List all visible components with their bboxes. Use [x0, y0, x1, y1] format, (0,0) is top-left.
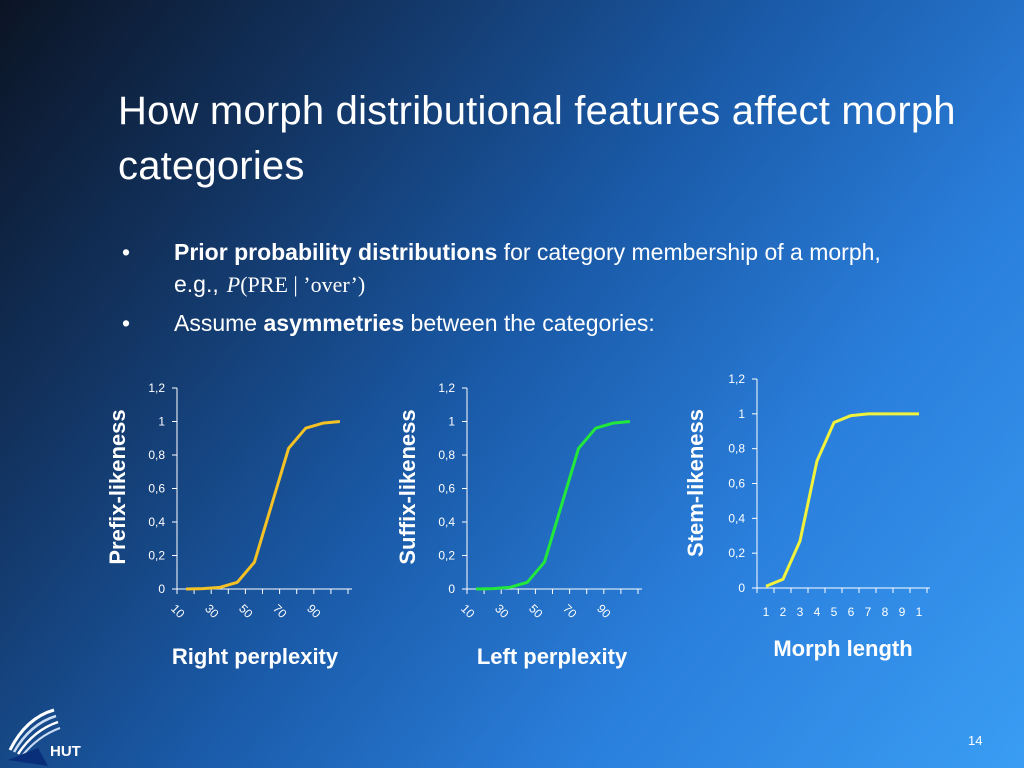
x-tick-label: 10 — [458, 601, 478, 621]
bullet-item-prior: • Prior probability distributions for cat… — [122, 236, 922, 301]
probability-formula: P(PRE | ’over’) — [227, 272, 365, 297]
y-tick-label: 0,4 — [728, 511, 745, 525]
y-tick-label: 1,2 — [148, 381, 165, 395]
x-tick-label: 7 — [865, 605, 872, 619]
bullet-mark: • — [122, 310, 131, 336]
bullet-bold-text: asymmetries — [263, 310, 405, 336]
bullet-list: • Prior probability distributions for cat… — [122, 236, 922, 345]
bullet-text: between the categories: — [404, 310, 655, 336]
y-tick-label: 0,8 — [148, 448, 165, 462]
y-tick-label: 0 — [738, 581, 745, 595]
y-tick-label: 0,2 — [728, 546, 745, 560]
y-tick-label: 1 — [738, 407, 745, 421]
series-line — [185, 420, 341, 591]
hut-logo-icon — [8, 708, 61, 766]
x-tick-label: 9 — [899, 605, 906, 619]
x-tick-label: 90 — [594, 601, 614, 621]
y-tick-label: 0 — [158, 582, 165, 596]
x-tick-label: 50 — [526, 601, 546, 621]
x-tick-label: 1 — [763, 605, 770, 619]
y-axis-title: Suffix-likeness — [395, 409, 420, 564]
x-tick-label: 5 — [831, 605, 838, 619]
formula-variable: P — [226, 272, 241, 297]
y-tick-label: 0,4 — [438, 515, 455, 529]
y-tick-label: 0,2 — [438, 549, 455, 563]
y-tick-label: 1 — [158, 415, 165, 429]
y-tick-label: 1,2 — [728, 372, 745, 386]
y-tick-label: 0,2 — [148, 549, 165, 563]
series-line — [765, 412, 919, 588]
bullet-prefix-text: Assume — [174, 310, 264, 336]
x-tick-label: 70 — [270, 601, 290, 621]
page-number: 14 — [968, 733, 983, 748]
y-axis-title: Prefix-likeness — [105, 409, 130, 564]
y-tick-label: 1 — [448, 415, 455, 429]
x-axis-title: Left perplexity — [477, 644, 628, 669]
y-tick-label: 0 — [448, 582, 455, 596]
bullet-mark: • — [122, 239, 131, 265]
line-chart-1: 0 0,2 0,4 0,6 0,8 1 1,2 10 30 50 70 90 Prefix-likene… — [105, 381, 352, 669]
x-tick-label: 10 — [168, 601, 188, 621]
x-tick-label: 4 — [814, 605, 821, 619]
x-tick-label: 1 — [916, 605, 923, 619]
y-tick-label: 0,6 — [438, 482, 455, 496]
x-tick-label: 90 — [304, 601, 324, 621]
y-tick-label: 0,8 — [728, 442, 745, 456]
x-tick-label: 8 — [882, 605, 889, 619]
x-tick-label: 30 — [202, 601, 222, 621]
x-tick-label: 2 — [780, 605, 787, 619]
y-axis-title: Stem-likeness — [683, 409, 708, 557]
series-line — [475, 420, 631, 591]
logo-text: HUT — [50, 743, 81, 760]
line-chart-3: 00,20,40,60,811,21 2 3 4 5 6 7 8 9 1Stem-likeness… — [683, 372, 930, 661]
bullet-bold-text: Prior probability distributions — [174, 239, 498, 265]
x-tick-label: 50 — [236, 601, 256, 621]
bullet-text: for category membership of a morph, e.g.… — [174, 239, 881, 297]
x-tick-label: 6 — [848, 605, 855, 619]
x-tick-label: 30 — [492, 601, 512, 621]
y-tick-label: 0,6 — [728, 477, 745, 491]
x-tick-label: 3 — [797, 605, 804, 619]
y-tick-label: 0,4 — [148, 515, 165, 529]
y-tick-label: 0,8 — [438, 448, 455, 462]
y-tick-label: 1,2 — [438, 381, 455, 395]
slide-title: How morph distributional features affect… — [118, 89, 956, 188]
formula-argument: (PRE | ’over’) — [240, 272, 366, 297]
y-tick-label: 0,6 — [148, 482, 165, 496]
x-tick-label: 70 — [560, 601, 580, 621]
x-axis-title: Morph length — [773, 636, 912, 661]
x-axis-title: Right perplexity — [172, 644, 339, 669]
line-chart-2: 0 0,2 0,4 0,6 0,8 1 1,2 10 30 50 70 90 Suffix-likene… — [395, 381, 642, 669]
bullet-item-asymmetries: • Assume asymmetries between the categori… — [122, 307, 922, 339]
